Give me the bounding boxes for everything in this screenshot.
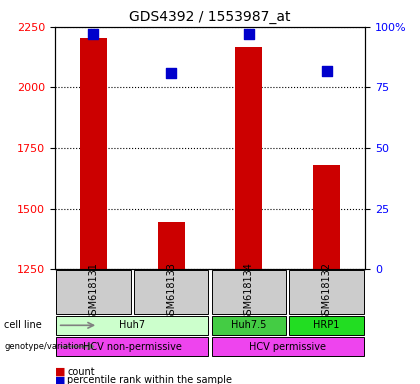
Text: ■: ■: [55, 375, 65, 384]
Title: GDS4392 / 1553987_at: GDS4392 / 1553987_at: [129, 10, 291, 25]
Text: GSM618134: GSM618134: [244, 262, 254, 321]
Bar: [80, 38, 107, 269]
FancyBboxPatch shape: [134, 270, 208, 314]
Bar: [235, 48, 262, 269]
FancyBboxPatch shape: [56, 316, 208, 335]
Text: ■: ■: [55, 367, 65, 377]
Text: percentile rank within the sample: percentile rank within the sample: [67, 375, 232, 384]
FancyBboxPatch shape: [212, 270, 286, 314]
Text: count: count: [67, 367, 95, 377]
Point: [90, 31, 97, 37]
FancyBboxPatch shape: [212, 316, 286, 335]
Point: [245, 31, 252, 37]
Text: cell line: cell line: [4, 320, 42, 330]
Point: [323, 68, 330, 74]
Text: GSM618132: GSM618132: [322, 262, 331, 321]
FancyBboxPatch shape: [56, 337, 208, 356]
FancyBboxPatch shape: [289, 270, 364, 314]
Text: genotype/variation: genotype/variation: [4, 342, 84, 351]
Text: HCV permissive: HCV permissive: [249, 341, 326, 351]
FancyBboxPatch shape: [212, 337, 364, 356]
FancyBboxPatch shape: [289, 316, 364, 335]
Bar: [313, 165, 340, 269]
Text: GSM618131: GSM618131: [89, 262, 98, 321]
Text: Huh7.5: Huh7.5: [231, 320, 267, 330]
Point: [168, 70, 175, 76]
Text: HRP1: HRP1: [313, 320, 340, 330]
FancyBboxPatch shape: [56, 270, 131, 314]
Text: Huh7: Huh7: [119, 320, 145, 330]
Text: HCV non-permissive: HCV non-permissive: [83, 341, 182, 351]
Bar: [158, 222, 185, 269]
Text: GSM618133: GSM618133: [166, 262, 176, 321]
